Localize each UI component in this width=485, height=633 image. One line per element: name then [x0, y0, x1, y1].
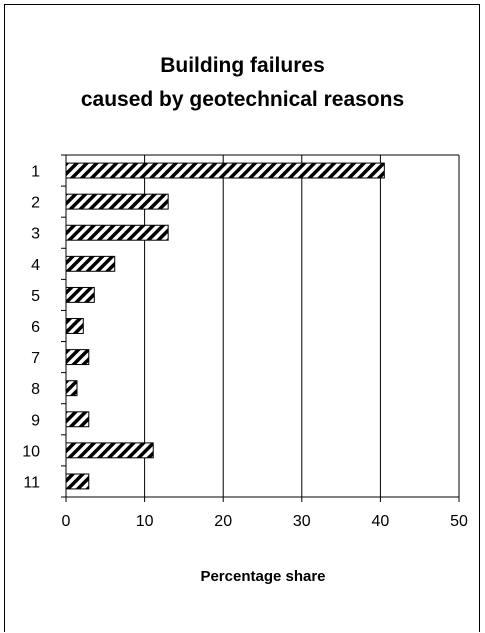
- bar-9: [65, 411, 90, 428]
- y-tick-label-9: 9: [31, 412, 40, 429]
- bar-3: [65, 224, 169, 241]
- bar-4: [65, 255, 116, 272]
- tick-labels: 0 10 20 30 40 50 1 2 3 4 5 6 7 8 9 10 11: [22, 164, 468, 530]
- bars: [65, 162, 385, 490]
- bar-10: [65, 442, 154, 459]
- x-tick-label-50: 50: [450, 513, 468, 530]
- y-tick-label-5: 5: [31, 288, 40, 305]
- x-tick-label-0: 0: [62, 513, 71, 530]
- axes: [61, 154, 460, 502]
- y-tick-label-1: 1: [31, 164, 40, 181]
- x-tick-label-30: 30: [293, 513, 311, 530]
- bar-11: [65, 473, 90, 490]
- y-tick-label-4: 4: [31, 257, 40, 274]
- y-tick-label-3: 3: [31, 226, 40, 243]
- y-tick-label-2: 2: [31, 195, 40, 212]
- y-tick-label-8: 8: [31, 381, 40, 398]
- bar-8: [65, 380, 78, 397]
- bar-6: [65, 318, 84, 334]
- bar-7: [65, 349, 90, 366]
- y-tick-label-6: 6: [31, 319, 40, 336]
- chart-frame: [4, 4, 480, 632]
- y-tick-label-11: 11: [23, 474, 40, 491]
- bar-5: [65, 286, 95, 303]
- y-tick-label-10: 10: [22, 443, 40, 460]
- x-axis-title: Percentage share: [200, 568, 325, 585]
- bar-1: [65, 162, 385, 179]
- x-tick-label-40: 40: [372, 513, 390, 530]
- bar-2: [65, 193, 169, 210]
- chart-title-line-2: caused by geotechnical reasons: [80, 88, 405, 111]
- y-tick-label-7: 7: [31, 350, 40, 367]
- x-tick-label-10: 10: [136, 513, 154, 530]
- chart-title-line-1: Building failures: [160, 54, 325, 77]
- gridlines: [144, 155, 460, 497]
- x-tick-label-20: 20: [214, 513, 232, 530]
